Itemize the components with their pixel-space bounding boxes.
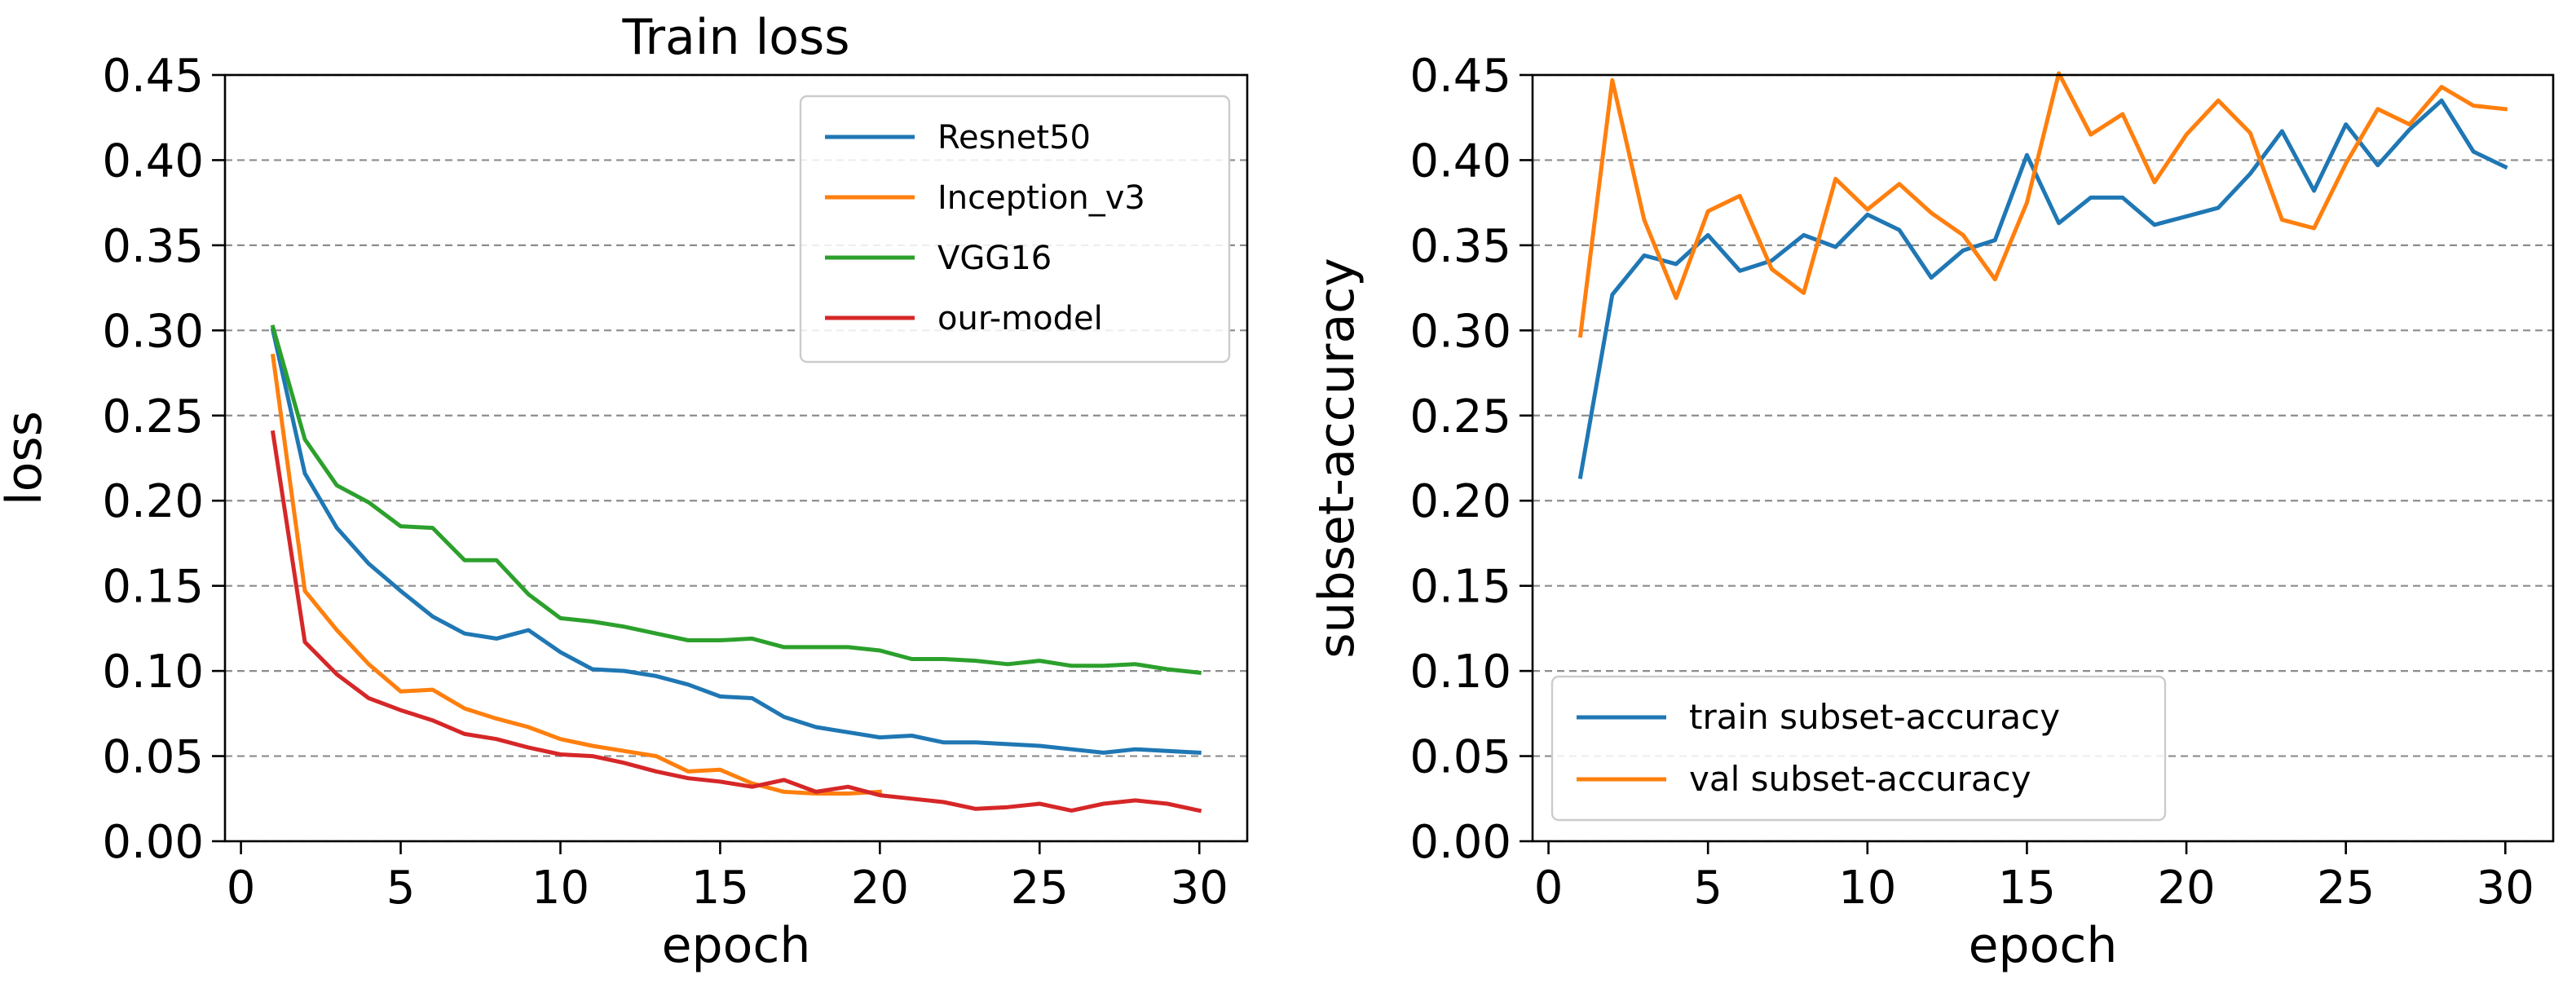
y-tick-label: 0.15 <box>102 561 204 614</box>
legend-label-train-subset-accuracy: train subset-accuracy <box>1689 697 2060 737</box>
x-tick-label: 5 <box>1693 862 1722 915</box>
y-tick-label: 0.20 <box>1409 475 1511 528</box>
legend-label-our-model: our-model <box>937 300 1103 337</box>
y-tick-label: 0.40 <box>102 134 204 187</box>
x-tick-label: 25 <box>2317 862 2375 915</box>
x-axis-label: epoch <box>1969 917 2118 974</box>
axes-frame <box>1531 73 2555 843</box>
legend-label-inception-v3: Inception_v3 <box>937 179 1145 217</box>
legend: Resnet50 Inception_v3 VGG16 our-model <box>799 95 1231 364</box>
x-tick-label: 20 <box>851 862 909 915</box>
y-tick-label: 0.15 <box>1409 561 1511 614</box>
legend-label-vgg16: VGG16 <box>937 240 1052 277</box>
y-tick-label: 0.00 <box>1409 816 1511 869</box>
subset-accuracy-chart: 0.00 0.05 0.10 0.15 0.20 0.25 0.30 0.35 0.40 0.45… <box>1308 50 2555 974</box>
y-tick-label: 0.35 <box>1409 220 1511 273</box>
y-tick-label: 0.40 <box>1409 134 1511 187</box>
legend-box <box>1550 675 2167 822</box>
y-axis-label: loss <box>0 411 53 505</box>
series-line-inception-v3 <box>270 353 882 796</box>
y-tick-label: 0.05 <box>1409 731 1511 784</box>
y-tick-label: 0.25 <box>102 390 204 443</box>
axes-frame <box>223 73 1249 843</box>
x-tick-label: 25 <box>1011 862 1069 915</box>
series-line-our-model <box>270 430 1202 814</box>
x-tick-label: 30 <box>2477 862 2534 915</box>
y-tick-label: 0.20 <box>102 475 204 528</box>
y-tick-label: 0.00 <box>102 816 204 869</box>
chart-title: Train loss <box>622 9 850 66</box>
legend-label-val-subset-accuracy: val subset-accuracy <box>1689 759 2031 799</box>
x-tick-label: 0 <box>1534 862 1564 915</box>
series-line-vgg16 <box>270 324 1202 675</box>
y-axis-label: subset-accuracy <box>1308 258 1365 658</box>
series-line-val-subset-accuracy <box>1577 71 2508 338</box>
y-tick-label: 0.30 <box>102 305 204 358</box>
x-axis-label: epoch <box>662 917 811 974</box>
y-tick-label: 0.45 <box>102 50 204 103</box>
series-line-train-subset-accuracy <box>1577 98 2508 479</box>
x-tick-label: 5 <box>386 862 416 915</box>
legend: train subset-accuracy val subset-accuracy <box>1550 675 2167 822</box>
y-tick-label: 0.10 <box>102 646 204 699</box>
x-tick-label: 15 <box>1998 862 2056 915</box>
x-tick-label: 10 <box>532 862 589 915</box>
x-tick-label: 20 <box>2157 862 2215 915</box>
y-tick-label: 0.45 <box>1409 50 1511 103</box>
legend-label-resnet50: Resnet50 <box>937 119 1091 157</box>
y-tick-label: 0.05 <box>102 731 204 784</box>
y-tick-label: 0.25 <box>1409 390 1511 443</box>
legend-box <box>799 95 1231 364</box>
y-tick-label: 0.35 <box>102 220 204 273</box>
x-tick-label: 10 <box>1838 862 1896 915</box>
x-tick-label: 0 <box>227 862 256 915</box>
x-tick-label: 30 <box>1171 862 1228 915</box>
y-tick-label: 0.10 <box>1409 646 1511 699</box>
y-tick-label: 0.30 <box>1409 305 1511 358</box>
x-tick-label: 15 <box>691 862 749 915</box>
series-line-resnet50 <box>270 328 1202 756</box>
train-loss-chart: 0.00 0.05 0.10 0.15 0.20 0.25 0.30 0.35 0.40 0.45… <box>0 9 1249 974</box>
